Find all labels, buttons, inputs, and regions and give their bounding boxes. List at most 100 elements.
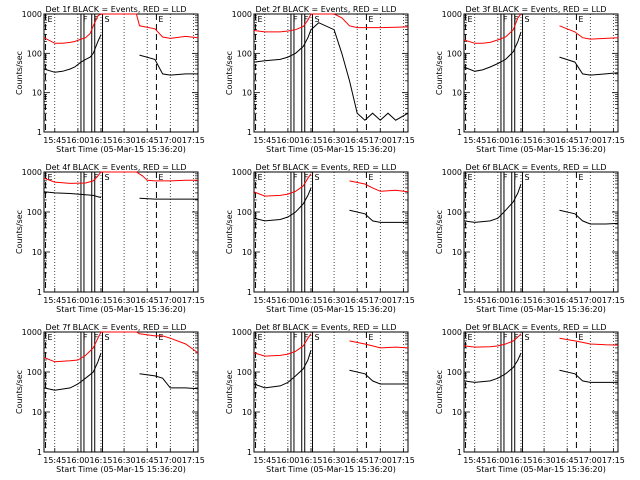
y-tick-label: 100 xyxy=(237,368,252,377)
x-tick-label: 16:30 xyxy=(323,456,346,465)
x-tick-label: 16:30 xyxy=(533,456,556,465)
y-tick-label: 1 xyxy=(37,288,42,297)
x-tick-label: 16:15 xyxy=(89,296,112,305)
lld-series-line xyxy=(463,333,619,348)
lld-series-line xyxy=(463,13,619,44)
x-tick-label: 17:00 xyxy=(369,136,392,145)
y-tick-label: 1000 xyxy=(22,328,42,337)
chart-title: Det 6f BLACK = Events, RED = LLD xyxy=(465,163,606,172)
event-marker-label: F xyxy=(83,173,88,182)
event-marker-label: E xyxy=(468,15,473,24)
y-tick-label: 100 xyxy=(447,368,462,377)
chart-title: Det 8f BLACK = Events, RED = LLD xyxy=(255,323,396,332)
x-tick-label: 16:45 xyxy=(136,136,159,145)
x-tick-label: 17:00 xyxy=(579,296,602,305)
event-marker-label: F xyxy=(503,333,508,342)
x-axis-label: Start Time (05-Mar-15 15:36:20) xyxy=(476,465,606,474)
chart-panel-6: 1 10 100 1000 15:45 16:00 16:15 16:30 16:45 17:00… xyxy=(435,163,625,314)
x-tick-label: 16:45 xyxy=(346,136,369,145)
y-axis-label: Counts/sec xyxy=(435,370,444,414)
events-series-line xyxy=(253,22,409,121)
x-tick-label: 17:15 xyxy=(392,296,415,305)
x-tick-label: 16:45 xyxy=(556,296,579,305)
y-tick-label: 10 xyxy=(242,408,252,417)
event-marker-label: F xyxy=(304,173,309,182)
event-marker-label: F xyxy=(293,333,298,342)
event-marker-label: E xyxy=(48,173,53,182)
plot-frame xyxy=(463,331,619,453)
x-tick-label: 17:15 xyxy=(392,136,415,145)
events-series-line xyxy=(43,191,198,200)
x-tick-label: 16:45 xyxy=(346,456,369,465)
events-series-line xyxy=(253,350,408,389)
x-tick-label: 17:15 xyxy=(602,456,625,465)
x-tick-label: 17:00 xyxy=(579,136,602,145)
y-tick-label: 1 xyxy=(247,288,252,297)
x-tick-label: 17:15 xyxy=(392,456,415,465)
x-tick-label: 16:45 xyxy=(556,136,579,145)
x-tick-label: 16:45 xyxy=(136,456,159,465)
events-series-line xyxy=(43,352,199,391)
plot-frame xyxy=(253,331,409,453)
x-tick-label: 15:45 xyxy=(253,296,276,305)
y-axis-label: Counts/sec xyxy=(435,51,444,95)
y-tick-label: 1 xyxy=(37,448,42,457)
chart-title: Det 1f BLACK = Events, RED = LLD xyxy=(45,5,186,14)
lld-series-line xyxy=(253,333,409,357)
x-tick-label: 16:15 xyxy=(299,136,322,145)
x-axis-label: Start Time (05-Mar-15 15:36:20) xyxy=(266,305,396,314)
events-series-line xyxy=(43,34,198,76)
event-marker-label: E xyxy=(368,333,373,342)
event-marker-label: S xyxy=(525,15,530,24)
event-marker-label: E xyxy=(578,333,583,342)
event-marker-label: S xyxy=(105,173,110,182)
event-marker-label: E xyxy=(578,173,583,182)
lld-series-line xyxy=(43,171,198,184)
plot-frame xyxy=(253,171,409,293)
x-tick-label: 15:45 xyxy=(43,136,66,145)
event-marker-label: E xyxy=(258,15,263,24)
plot-frame xyxy=(43,331,199,453)
x-tick-label: 16:30 xyxy=(113,296,136,305)
event-marker-label: F xyxy=(83,15,88,24)
x-tick-label: 16:30 xyxy=(113,456,136,465)
x-tick-label: 16:15 xyxy=(299,456,322,465)
y-axis-label: Counts/sec xyxy=(225,370,234,414)
chart-title: Det 7f BLACK = Events, RED = LLD xyxy=(45,323,186,332)
x-tick-label: 16:00 xyxy=(66,136,89,145)
lld-series-line xyxy=(43,13,199,44)
y-tick-label: 10 xyxy=(32,408,42,417)
x-tick-label: 16:15 xyxy=(299,296,322,305)
y-axis-label: Counts/sec xyxy=(15,210,24,254)
event-marker-label: F xyxy=(293,15,298,24)
x-axis-label: Start Time (05-Mar-15 15:36:20) xyxy=(476,305,606,314)
x-tick-label: 16:30 xyxy=(323,296,346,305)
event-marker-label: S xyxy=(315,333,320,342)
event-marker-label: E xyxy=(578,15,583,24)
y-tick-label: 1 xyxy=(457,128,462,137)
y-tick-label: 100 xyxy=(27,368,42,377)
x-axis-label: Start Time (05-Mar-15 15:36:20) xyxy=(56,145,186,154)
chart-title: Det 5f BLACK = Events, RED = LLD xyxy=(255,163,396,172)
x-tick-label: 17:00 xyxy=(159,136,182,145)
y-axis-label: Counts/sec xyxy=(225,51,234,95)
event-marker-label: S xyxy=(105,15,110,24)
y-tick-label: 100 xyxy=(237,208,252,217)
y-tick-label: 10 xyxy=(32,248,42,257)
lld-series-line xyxy=(253,173,409,197)
plot-frame xyxy=(43,171,199,293)
y-tick-label: 100 xyxy=(27,49,42,58)
event-marker-label: S xyxy=(315,15,320,24)
chart-panel-2: 1 10 100 1000 15:45 16:00 16:15 16:30 16:45 17:00… xyxy=(225,5,415,154)
x-tick-label: 17:00 xyxy=(369,296,392,305)
event-marker-label: E xyxy=(368,173,373,182)
event-marker-label: F xyxy=(304,333,309,342)
y-tick-label: 10 xyxy=(242,89,252,98)
x-tick-label: 16:00 xyxy=(486,456,509,465)
chart-panel-7: 1 10 100 1000 15:45 16:00 16:15 16:30 16:45 17:00… xyxy=(15,323,205,474)
chart-panel-4: 1 10 100 1000 15:45 16:00 16:15 16:30 16:45 17:00… xyxy=(15,163,205,314)
y-tick-label: 1 xyxy=(247,448,252,457)
x-tick-label: 15:45 xyxy=(253,456,276,465)
event-marker-label: E xyxy=(258,333,263,342)
y-axis-label: Counts/sec xyxy=(225,210,234,254)
